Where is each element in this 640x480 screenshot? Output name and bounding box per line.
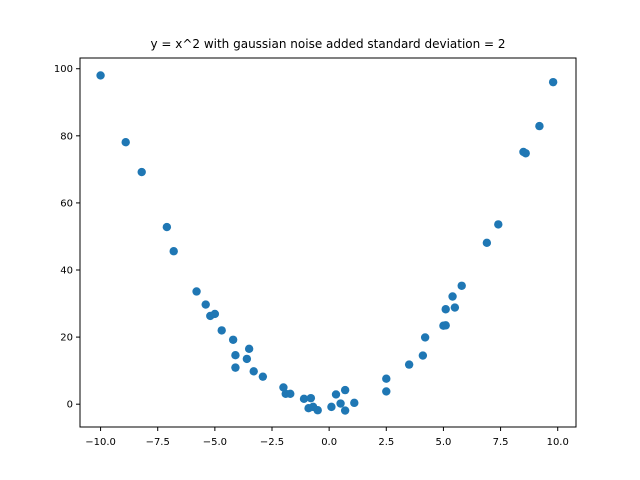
data-point-20 [299,394,309,404]
data-point-0 [96,71,105,80]
points-group [96,71,558,415]
data-point-12 [231,363,240,372]
chart-title: y = x^2 with gaussian noise added standa… [150,37,505,51]
data-point-17 [279,383,288,392]
data-point-10 [228,335,238,344]
y-tick-label-5: 100 [54,64,73,75]
y-tick-label-3: 60 [60,198,73,209]
data-point-4 [169,247,178,256]
x-tick-label-1: −7.5 [146,437,170,448]
y-tick-label-1: 20 [60,333,73,344]
y-axis: 0 20 40 60 80 100 [54,64,80,411]
data-point-25 [327,402,336,412]
data-point-29 [340,406,350,415]
data-point-37 [441,321,450,330]
data-point-1 [121,138,130,147]
x-tick-label-3: −2.5 [260,437,284,448]
y-tick-label-4: 80 [60,131,73,142]
data-point-35 [420,333,430,342]
data-point-27 [336,399,345,408]
data-point-40 [450,303,460,312]
data-point-8 [210,309,220,319]
plot-frame [79,57,577,428]
y-tick-label-2: 40 [60,266,73,277]
data-point-39 [448,292,457,301]
x-tick-label-5: 2.5 [378,437,394,448]
data-point-43 [494,220,503,229]
data-point-31 [382,387,391,396]
x-tick-label-6: 5.0 [435,437,451,448]
data-point-5 [192,287,201,296]
data-point-46 [535,121,544,131]
data-point-45 [521,149,530,158]
x-tick-label-8: 10.0 [547,437,569,448]
data-point-34 [418,351,428,360]
x-tick-label-4: 0.0 [321,437,337,448]
data-point-14 [244,344,254,354]
data-point-42 [482,238,492,248]
data-point-16 [258,372,268,381]
data-point-2 [137,167,146,177]
data-point-41 [457,281,466,290]
x-tick-label-2: −5.0 [203,437,227,448]
x-axis: −10.0 −7.5 −5.0 −2.5 0.0 2.5 5.0 7.5 10.0 [85,427,569,448]
data-point-22 [306,393,316,403]
data-point-32 [382,374,391,383]
data-point-24 [313,406,322,415]
x-tick-label-7: 7.5 [493,437,509,448]
data-point-26 [331,390,341,399]
data-point-47 [548,77,558,87]
data-point-28 [340,385,350,395]
data-point-6 [201,300,210,309]
data-point-13 [242,354,252,364]
data-point-3 [162,222,172,232]
data-point-30 [350,398,359,408]
data-point-11 [231,351,240,360]
data-point-19 [286,389,295,398]
x-tick-label-0: −10.0 [85,437,116,448]
data-point-38 [441,305,450,314]
data-point-33 [404,360,414,369]
data-point-9 [217,326,226,335]
y-tick-label-0: 0 [67,400,73,411]
data-point-15 [249,367,258,376]
